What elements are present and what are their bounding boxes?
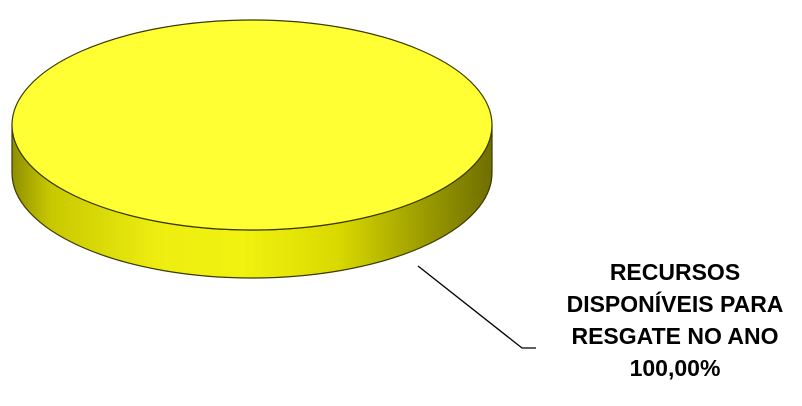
leader-line xyxy=(417,265,536,349)
slice-label-line-1: RECURSOS xyxy=(609,259,741,285)
pie-slice-group xyxy=(11,19,493,279)
slice-value-label: 100,00% xyxy=(629,355,721,381)
slice-label-line-3: RESGATE NO ANO xyxy=(571,323,779,349)
slice-data-label: RECURSOS DISPONÍVEIS PARA RESGATE NO ANO… xyxy=(540,256,802,384)
pie-slice-top xyxy=(11,19,493,231)
slice-label-line-2: DISPONÍVEIS PARA xyxy=(566,291,784,317)
